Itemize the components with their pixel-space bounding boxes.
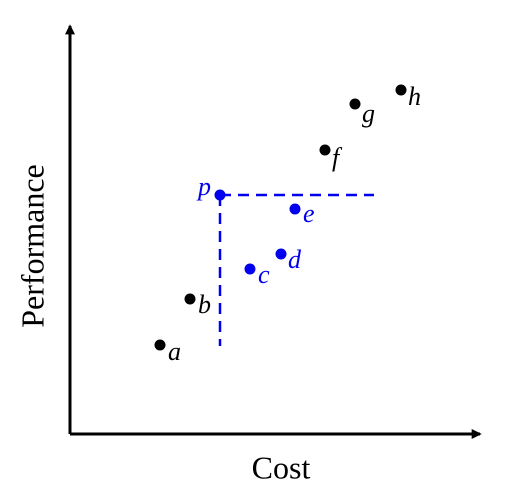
point-e-marker xyxy=(289,203,301,215)
point-d-label: d xyxy=(288,245,302,274)
point-g-label: g xyxy=(362,99,375,128)
point-p-label: p xyxy=(196,172,211,201)
point-e-label: e xyxy=(303,199,315,228)
point-g-marker xyxy=(349,98,361,110)
point-a-label: a xyxy=(168,337,181,366)
point-f-marker xyxy=(319,144,331,156)
point-p-marker xyxy=(214,189,226,201)
point-h-marker xyxy=(395,84,407,96)
point-b-label: b xyxy=(198,290,211,319)
point-h-label: h xyxy=(408,82,421,111)
point-c-marker xyxy=(244,263,256,275)
point-d-marker xyxy=(275,248,287,260)
point-c-label: c xyxy=(258,260,270,289)
point-a-marker xyxy=(154,339,166,351)
y-axis-title: Performance xyxy=(14,164,51,328)
point-b-marker xyxy=(184,293,196,305)
x-axis-title: Cost xyxy=(251,449,311,486)
point-f-label: f xyxy=(332,143,343,172)
